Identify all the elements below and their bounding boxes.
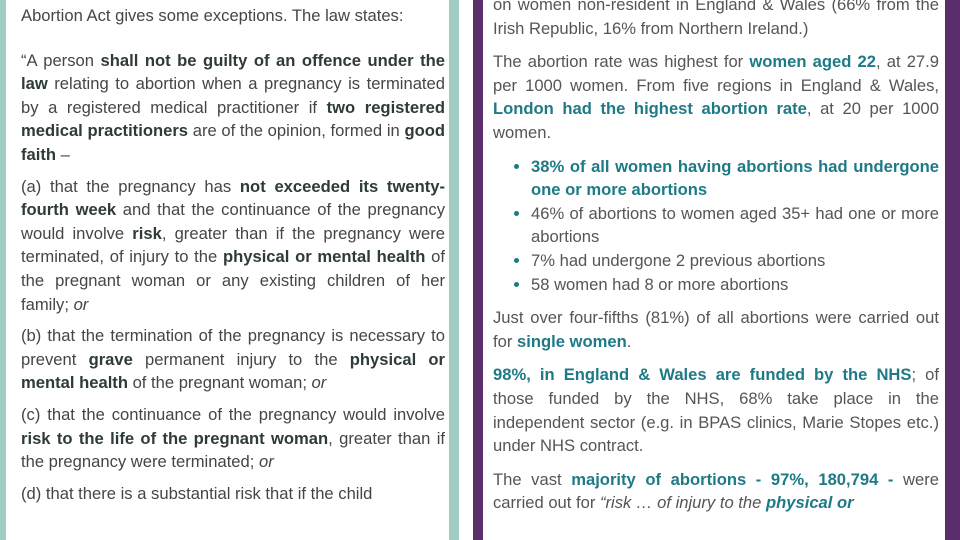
clause-c: (c) that the continuance of the pregnanc… bbox=[21, 404, 445, 472]
abortion-act-intro: Abortion Act gives some exceptions. The … bbox=[21, 6, 404, 25]
left-panel-border-outer bbox=[0, 0, 6, 540]
law-quote-paragraph: “A person shall not be guilty of an offe… bbox=[21, 50, 445, 164]
left-panel bbox=[6, 0, 449, 540]
right-panel-border-outer bbox=[945, 0, 960, 540]
majority-abortions-paragraph: The vast majority of abortions - 97%, 18… bbox=[493, 469, 940, 513]
right-panel bbox=[483, 0, 945, 540]
clause-a: (a) that the pregnancy has not exceeded … bbox=[21, 176, 446, 314]
right-panel-border-inner bbox=[473, 0, 483, 540]
single-women-paragraph: Just over four-fifths (81%) of all abort… bbox=[493, 308, 939, 351]
non-resident-paragraph: on women non-resident in England & Wales… bbox=[493, 0, 939, 38]
abortion-rate-paragraph: The abortion rate was highest for women … bbox=[493, 52, 940, 142]
clause-d: (d) that there is a substantial risk tha… bbox=[21, 483, 373, 503]
list-item: 38% of all women having abortions had un… bbox=[531, 155, 939, 202]
panel-gap bbox=[459, 0, 473, 540]
list-item: 46% of abortions to women aged 35+ had o… bbox=[531, 202, 939, 249]
left-text-column: Abortion Act gives some exceptions. The … bbox=[21, 4, 445, 513]
clause-b: (b) that the termination of the pregnanc… bbox=[21, 326, 445, 393]
list-item: 58 women had 8 or more abortions bbox=[531, 273, 939, 297]
left-panel-border-inner bbox=[449, 0, 459, 540]
right-text-column: on women non-resident in England & Wales… bbox=[493, 0, 939, 525]
nhs-funding-paragraph: 98%, in England & Wales are funded by th… bbox=[493, 365, 940, 456]
statistics-bullet-list: 38% of all women having abortions had un… bbox=[493, 155, 939, 297]
list-item: 7% had undergone 2 previous abortions bbox=[531, 249, 939, 273]
